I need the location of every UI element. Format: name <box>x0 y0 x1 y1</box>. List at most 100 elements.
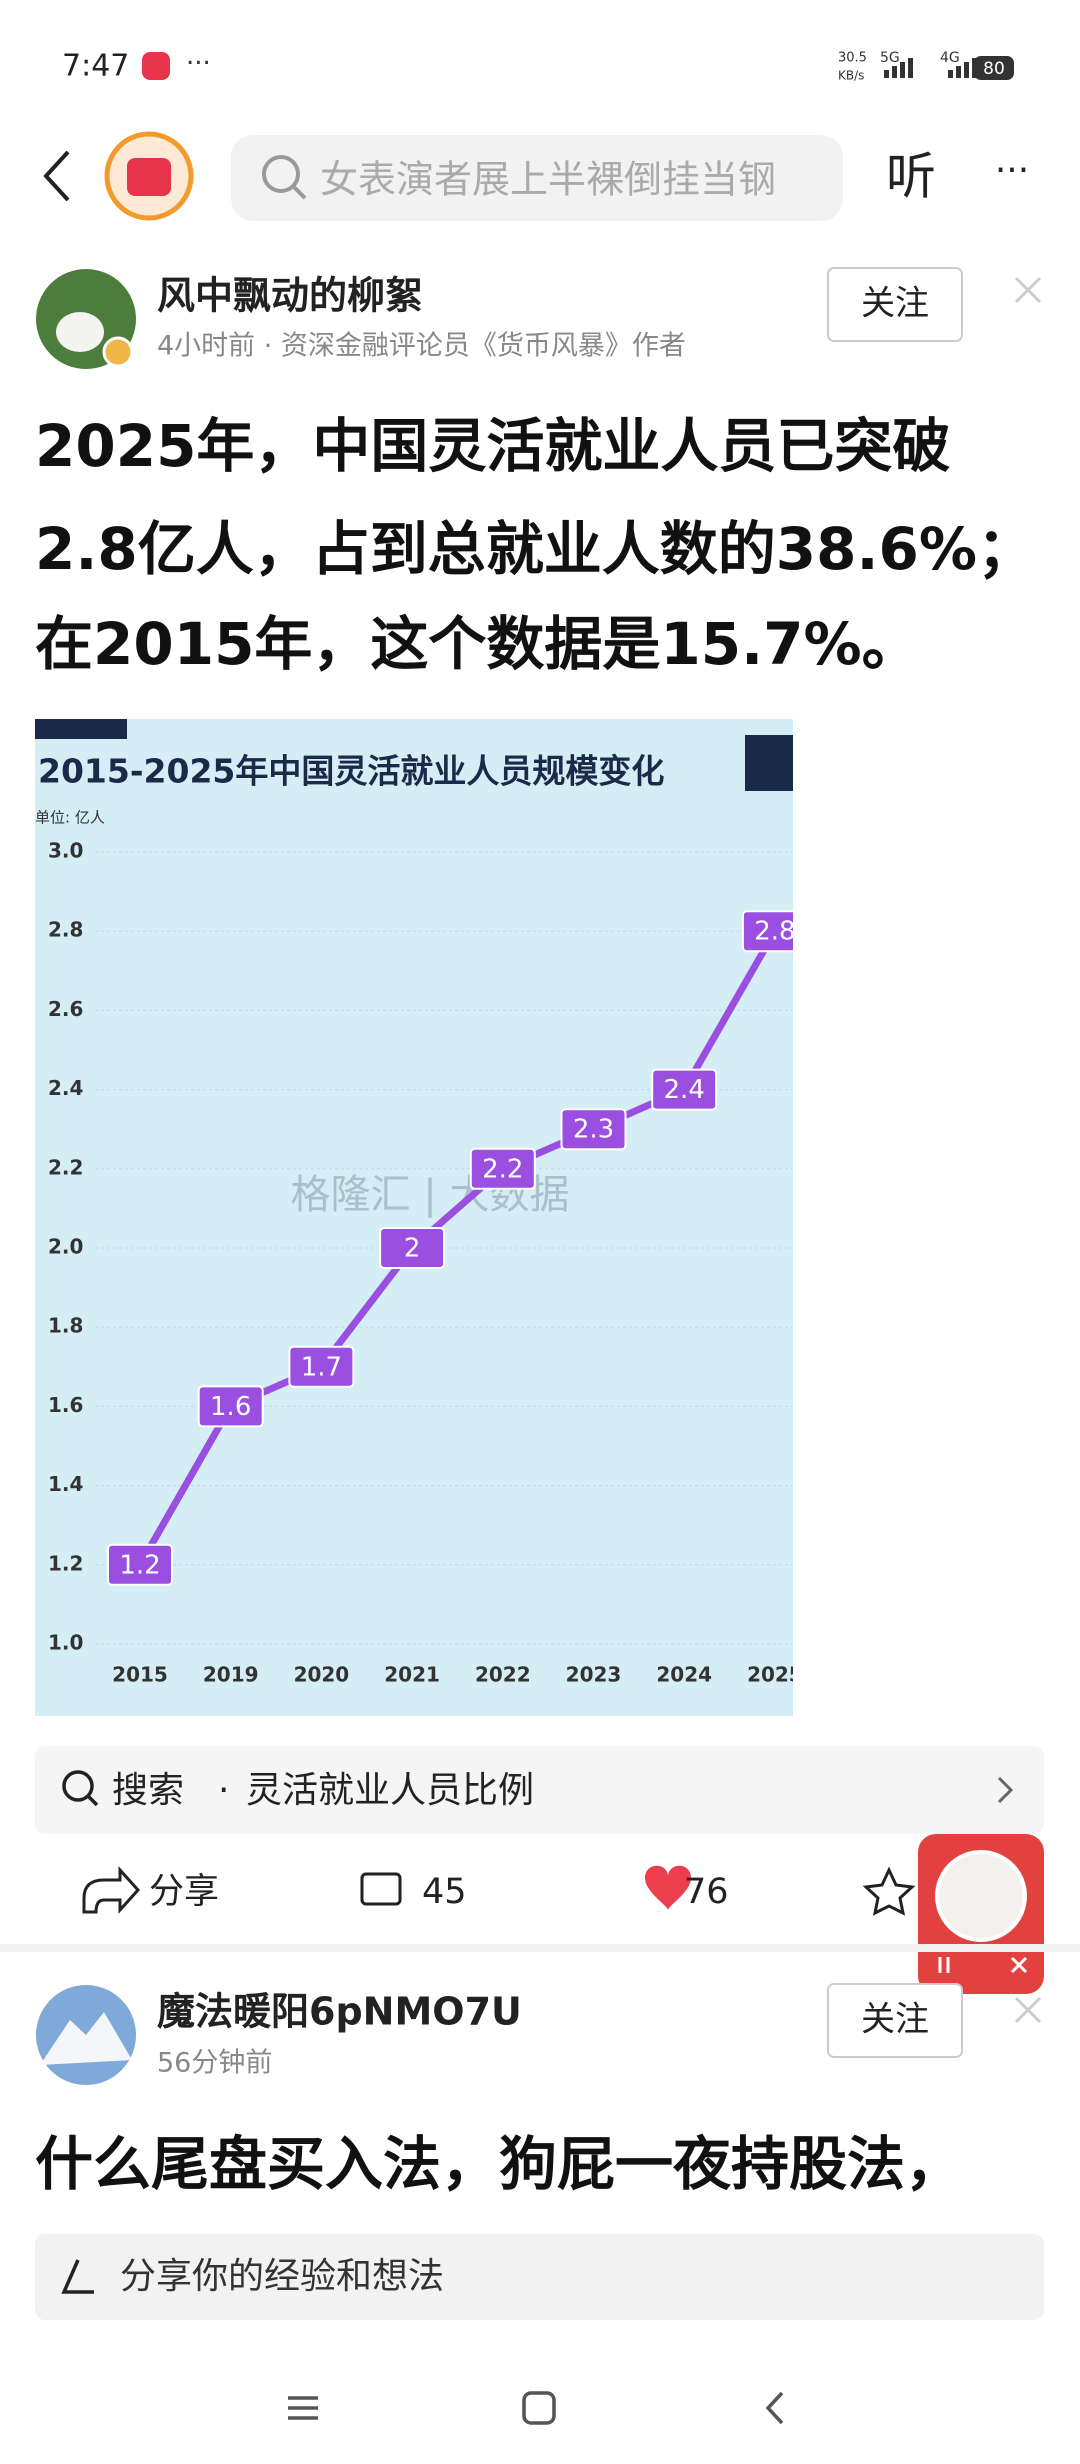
more-button[interactable]: ··· <box>995 150 1029 191</box>
dismiss-button[interactable] <box>1014 1996 1042 2024</box>
input-placeholder: 分享你的经验和想法 <box>120 2256 444 2297</box>
commenter-name[interactable]: 魔法暖阳6pNMO7U <box>157 1990 522 2034</box>
search-placeholder: 女表演者展上半裸倒挂当钢 <box>320 158 776 202</box>
x-tick-label: 2020 <box>294 1663 350 1687</box>
y-tick-label: 1.0 <box>48 1631 83 1655</box>
x-tick-label: 2022 <box>475 1663 531 1687</box>
y-tick-label: 2.0 <box>48 1235 83 1259</box>
back-button[interactable] <box>43 150 70 202</box>
y-tick-label: 1.4 <box>48 1472 83 1496</box>
data-point <box>379 1227 446 1269</box>
comment-text: 什么尾盘买入法，狗屁一夜持股法， <box>35 2130 963 2198</box>
net-speed: 30.5 <box>838 51 867 66</box>
search-icon <box>291 184 307 200</box>
follow-button[interactable] <box>827 1983 963 2058</box>
player-cover <box>935 1850 1027 1942</box>
y-tick-label: 2.6 <box>48 997 83 1021</box>
close-player[interactable] <box>1010 1956 1028 1974</box>
app-icon <box>142 52 170 80</box>
separator: · <box>218 1770 229 1811</box>
data-point <box>741 910 793 953</box>
follow-label: 关注 <box>861 2000 929 2040</box>
data-label: 2.2 <box>482 1154 523 1184</box>
time: 7:47 <box>62 49 129 84</box>
data-label: 2.4 <box>664 1075 705 1105</box>
nav-home[interactable] <box>522 2391 556 2425</box>
listen-button[interactable]: 听 <box>886 148 936 206</box>
search-icon <box>262 155 300 193</box>
data-point <box>197 1385 264 1428</box>
comment-time: 56分钟前 <box>157 2048 272 2079</box>
battery-level: 80 <box>983 59 1005 79</box>
pen-icon <box>61 2259 94 2294</box>
y-tick-label: 3.0 <box>48 839 83 863</box>
y-tick-label: 1.8 <box>48 1314 83 1338</box>
verified-badge <box>102 336 134 368</box>
x-tick-label: 2024 <box>656 1663 712 1687</box>
x-tick-label: 2021 <box>384 1663 440 1687</box>
post-text: 2025年，中国灵活就业人员已突破 <box>35 412 950 480</box>
battery <box>974 56 1014 80</box>
comment-icon[interactable] <box>360 1872 402 1906</box>
y-tick-label: 1.2 <box>48 1551 83 1575</box>
follow-label: 关注 <box>861 284 929 324</box>
chevron <box>997 1776 1014 1804</box>
chart-logo <box>745 735 793 791</box>
net-type: 5G <box>880 50 900 66</box>
like-icon[interactable] <box>645 1865 691 1910</box>
share-label[interactable]: 分享 <box>149 1872 219 1912</box>
x-tick-label: 2023 <box>566 1663 622 1687</box>
y-tick-label: 1.6 <box>48 1393 83 1417</box>
dismiss-button[interactable] <box>1014 276 1042 304</box>
search-icon <box>62 1770 94 1802</box>
post-meta: 4小时前 · 资深金融评论员《货币风暴》作者 <box>157 331 686 362</box>
search-suggest[interactable] <box>35 1746 1044 1834</box>
nav-back[interactable] <box>765 2391 784 2425</box>
x-tick-label: 2025 <box>747 1663 803 1687</box>
x-tick-label: 2019 <box>203 1663 259 1687</box>
share-icon[interactable] <box>82 1866 141 1914</box>
search-query: 灵活就业人员比例 <box>246 1770 534 1811</box>
search-box[interactable] <box>231 135 843 221</box>
y-tick-label: 2.4 <box>48 1076 83 1100</box>
pause-button[interactable] <box>938 1957 950 1973</box>
data-point <box>107 1543 173 1586</box>
search-icon <box>86 1794 99 1807</box>
author-name[interactable]: 风中飘动的柳絮 <box>157 274 423 318</box>
post-text: 2.8亿人，占到总就业人数的38.6%； <box>35 515 1035 583</box>
data-point <box>560 1108 627 1151</box>
data-label: 1.2 <box>119 1550 160 1580</box>
search-clip: 女表演者展上半裸倒挂当钢 <box>320 158 776 202</box>
like-count[interactable]: 76 <box>684 1872 729 1912</box>
avatar-art <box>40 2012 132 2065</box>
data-label: 2.8 <box>754 917 795 947</box>
chart-title: 2015-2025年中国灵活就业人员规模变化 <box>38 752 664 791</box>
app-logo-mark <box>127 158 171 196</box>
chart-image[interactable]: 2015-2025年中国灵活就业人员规模变化 单位: 亿人 格隆汇 | 大数据 … <box>35 719 807 1716</box>
data-point <box>288 1345 355 1388</box>
chart-unit: 单位: 亿人 <box>35 809 105 827</box>
data-label: 2 <box>404 1234 421 1264</box>
more-status: ··· <box>186 49 211 79</box>
comment-count[interactable]: 45 <box>422 1872 467 1912</box>
x-tick-label: 2015 <box>112 1663 168 1687</box>
net-speed-unit: KB/s <box>838 69 864 83</box>
data-label: 1.7 <box>301 1352 342 1382</box>
comment-input[interactable] <box>35 2234 1044 2320</box>
chart-deco <box>35 719 127 739</box>
y-tick-label: 2.2 <box>48 1155 83 1179</box>
y-tick-label: 2.8 <box>48 918 83 942</box>
data-label: 1.6 <box>210 1392 251 1422</box>
net-type: 4G <box>940 50 960 66</box>
post-text: 在2015年，这个数据是15.7%。 <box>35 610 920 678</box>
follow-button[interactable] <box>827 267 963 342</box>
search-prefix: 搜索 <box>112 1770 184 1811</box>
avatar-art <box>56 312 104 352</box>
favorite-icon[interactable] <box>862 1866 916 1916</box>
data-label: 2.3 <box>573 1115 614 1145</box>
nav-menu[interactable] <box>288 2396 318 2420</box>
data-point <box>469 1147 536 1190</box>
divider <box>0 1944 1080 1952</box>
